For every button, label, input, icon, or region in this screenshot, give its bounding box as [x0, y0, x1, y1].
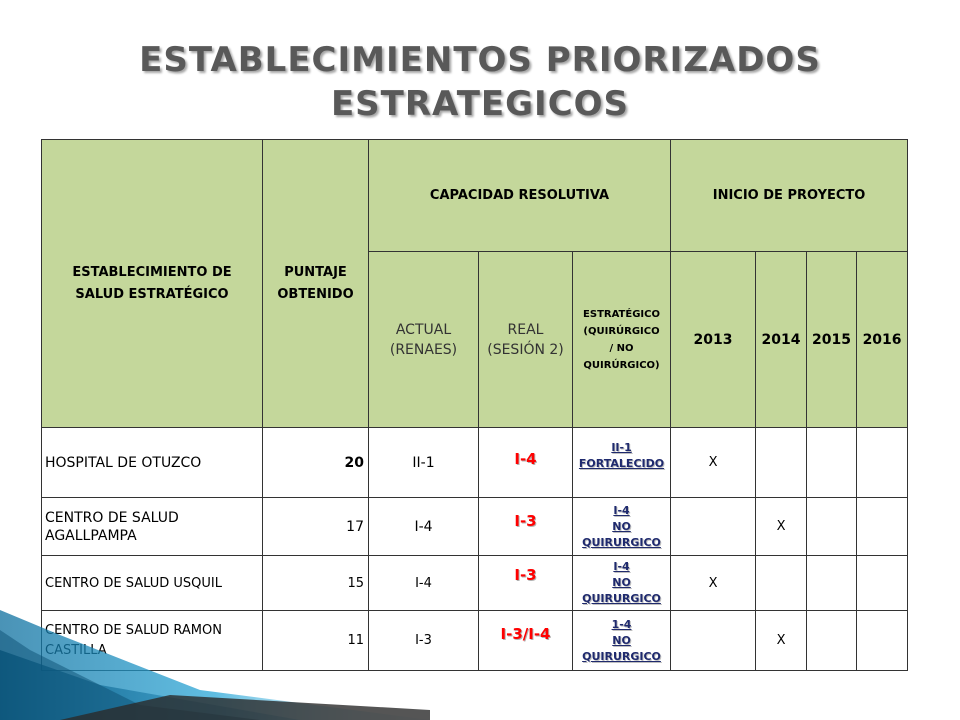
header-year-2015: 2015	[806, 251, 858, 428]
header-estrategico-line-4: QUIRÚRGICO	[583, 359, 656, 371]
row-mark-2014: X	[755, 610, 808, 671]
row-estrategico-line-1: II-1	[611, 441, 632, 454]
page-title-line-2: ESTRATEGICOS	[330, 84, 630, 124]
row-estrategico: 1-4 NO QUIRURGICO	[571, 610, 672, 671]
row-puntaje: 11	[262, 610, 369, 671]
row-mark-2013: X	[670, 555, 757, 611]
table-row: CENTRO DE SALUD AGALLPAMPA 17 I-4 I-3 I-…	[41, 497, 909, 556]
row-estrategico-line-2: FORTALECIDO	[578, 457, 665, 470]
row-actual: II-1	[368, 427, 479, 498]
row-mark-2014	[755, 555, 808, 611]
row-mark-2015	[806, 497, 858, 556]
row-estrategico-line-2: NO	[612, 519, 631, 533]
row-estrategico-line-2: NO	[612, 576, 631, 589]
header-year-2014: 2014	[755, 251, 808, 428]
header-establecimiento: ESTABLECIMIENTO DE SALUD ESTRATÉGICO	[41, 139, 263, 428]
row-mark-2013: X	[670, 427, 757, 498]
table-row: HOSPITAL DE OTUZCO 20 II-1 I-4 II-1 FORT…	[41, 427, 909, 498]
row-mark-2013	[670, 610, 757, 671]
row-mark-2014	[755, 427, 808, 498]
row-mark-2016	[856, 555, 909, 611]
row-establecimiento: CENTRO DE SALUD AGALLPAMPA	[41, 497, 263, 556]
row-mark-2015	[806, 610, 858, 671]
header-inicio-proyecto: INICIO DE PROYECTO	[670, 139, 909, 252]
row-estrategico-line-1: 1-4	[611, 617, 632, 631]
header-year-2013: 2013	[670, 251, 757, 428]
header-capacidad-resolutiva: CAPACIDAD RESOLUTIVA	[367, 139, 672, 252]
row-real: I-3	[478, 497, 573, 556]
row-estrategico-line-3: QUIRURGICO	[582, 649, 661, 663]
header-estrategico-paren: )	[655, 359, 660, 371]
page-title: ESTABLECIMIENTOS PRIORIZADOS ESTRATEGICO…	[0, 38, 960, 126]
row-estrategico-line-2: NO	[612, 633, 631, 647]
row-puntaje: 20	[262, 427, 369, 498]
row-real: I-4	[478, 427, 573, 498]
row-establecimiento: HOSPITAL DE OTUZCO	[41, 427, 263, 498]
row-mark-2015	[806, 427, 858, 498]
row-mark-2016	[856, 497, 909, 556]
header-estrategico-line-3: / NO	[609, 342, 634, 354]
row-estrategico-line-3: QUIRURGICO	[582, 592, 661, 605]
header-estrategico: ESTRATÉGICO (QUIRÚRGICO / NO QUIRÚRGICO)	[571, 251, 672, 428]
row-real: I-3/I-4	[478, 610, 573, 671]
row-establecimiento: CENTRO DE SALUD USQUIL	[41, 555, 263, 611]
header-actual: ACTUAL (RENAES)	[368, 251, 479, 428]
header-puntaje: PUNTAJE OBTENIDO	[262, 139, 369, 428]
row-estrategico: II-1 FORTALECIDO	[571, 427, 672, 498]
row-estrategico: I-4 NO QUIRURGICO	[571, 497, 672, 556]
row-estrategico-line-1: I-4	[613, 560, 630, 573]
row-estrategico-line-1: I-4	[613, 503, 630, 517]
row-mark-2015	[806, 555, 858, 611]
row-actual: I-4	[368, 497, 479, 556]
row-puntaje: 17	[262, 497, 369, 556]
row-real: I-3	[478, 555, 573, 611]
header-year-2016: 2016	[856, 251, 909, 428]
decorative-swoosh-graphic	[0, 610, 430, 720]
header-estrategico-line-1: ESTRATÉGICO	[583, 308, 660, 320]
row-mark-2013	[670, 497, 757, 556]
row-estrategico-line-3: QUIRURGICO	[582, 535, 661, 549]
row-mark-2016	[856, 427, 909, 498]
header-real: REAL (SESIÓN 2)	[478, 251, 573, 428]
row-mark-2014: X	[755, 497, 808, 556]
row-estrategico: I-4 NO QUIRURGICO	[571, 555, 672, 611]
row-mark-2016	[856, 610, 909, 671]
header-estrategico-line-2: (QUIRÚRGICO	[583, 325, 660, 337]
page-title-line-1: ESTABLECIMIENTOS PRIORIZADOS	[139, 40, 821, 80]
establecimientos-table: ESTABLECIMIENTO DE SALUD ESTRATÉGICO PUN…	[41, 139, 909, 671]
